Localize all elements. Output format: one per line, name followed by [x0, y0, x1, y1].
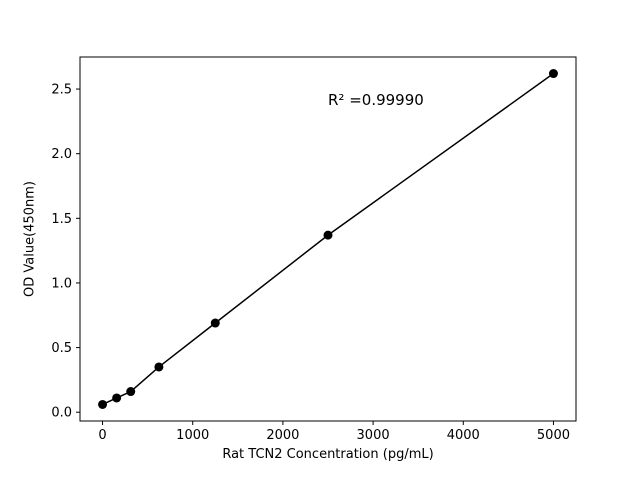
axes-box [79, 56, 577, 422]
x-tick-label: 1000 [176, 428, 209, 443]
data-point [98, 399, 108, 409]
data-point [154, 362, 164, 372]
y-tick-label: 2.5 [51, 83, 72, 98]
x-tick-label: 5000 [537, 428, 570, 443]
data-point [548, 69, 558, 79]
data-point [126, 387, 136, 397]
y-tick-label: 1.0 [51, 276, 72, 291]
data-point [112, 393, 122, 403]
data-point [323, 230, 333, 240]
x-tick-label: 4000 [447, 428, 480, 443]
y-tick-label: 0.0 [51, 406, 72, 421]
x-tick-label: 0 [98, 428, 106, 443]
r-squared-annotation: R² =0.99990 [328, 91, 424, 109]
y-tick-label: 0.5 [51, 341, 72, 356]
x-axis-label: Rat TCN2 Concentration (pg/mL) [222, 447, 434, 462]
data-point [210, 318, 220, 328]
y-tick-label: 2.0 [51, 147, 72, 162]
x-tick-label: 3000 [357, 428, 390, 443]
x-tick-label: 2000 [266, 428, 299, 443]
y-axis-label: OD Value(450nm) [22, 181, 38, 297]
y-tick-label: 1.5 [51, 212, 72, 227]
